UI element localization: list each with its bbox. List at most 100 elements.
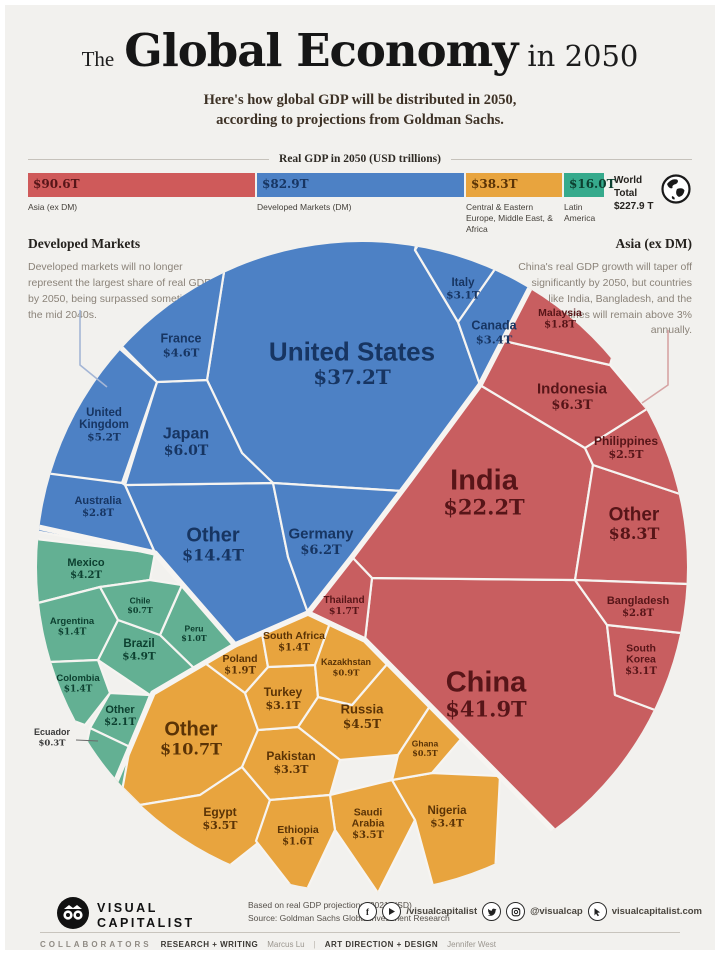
collab-divider: |	[313, 940, 316, 949]
collab-name2: Jennifer West	[447, 940, 496, 949]
cell-value-kazakhstan: $0.9T	[332, 668, 360, 678]
footer: VISUAL CAPITALIST Based on real GDP proj…	[0, 886, 720, 955]
cell-value-us: $37.2T	[313, 365, 391, 389]
legend-rule-left	[28, 158, 270, 160]
legend-value-asia: $90.6T	[33, 177, 80, 191]
twitter-icon[interactable]	[482, 902, 502, 921]
annotation-right-title: Asia (ex DM)	[615, 236, 692, 251]
facebook-icon[interactable]: f	[358, 902, 378, 921]
cell-value-france: $4.6T	[163, 345, 200, 359]
cell-ghana	[390, 704, 464, 782]
world-total-label: World Total	[614, 175, 643, 199]
cell-label-kazakhstan: Kazakhstan	[321, 657, 371, 667]
cell-value-ecuador: $0.3T	[38, 738, 66, 748]
cell-value-malaysia: $1.8T	[544, 320, 576, 331]
cell-label-chile: Chile	[130, 595, 151, 605]
collaborators-label: COLLABORATORS	[40, 940, 152, 949]
cell-label-indonesia: Indonesia	[537, 381, 608, 398]
legend-segment-dm: $82.9T Developed Markets (DM)	[257, 173, 464, 235]
legend-label-ceemea: Central & Eastern Europe, Middle East, &…	[466, 202, 553, 235]
cell-value-japan: $6.0T	[164, 443, 209, 459]
cell-south_korea	[605, 623, 687, 712]
legend-value-latam: $16.0T	[569, 177, 616, 191]
cell-label-other_latam: Other	[105, 704, 135, 716]
cell-australia	[37, 462, 157, 555]
cell-label-south_korea-0: South	[626, 642, 656, 654]
cell-value-ghana: $0.5T	[412, 748, 437, 758]
cell-value-saudi_arabia: $3.5T	[352, 830, 384, 841]
title-prefix: The	[81, 47, 115, 71]
legend-bar-ceemea: $38.3T	[466, 173, 562, 197]
cursor-icon[interactable]	[587, 902, 607, 921]
cell-label-russia: Russia	[341, 702, 384, 717]
cell-label-other_asia: Other	[609, 504, 660, 525]
cell-value-canada: $3.4T	[476, 332, 513, 346]
collab-role2: ART DIRECTION + DESIGN	[324, 940, 439, 949]
cell-value-bangladesh: $2.8T	[622, 608, 654, 619]
cell-value-argentina: $1.4T	[58, 628, 87, 638]
legend-bar-dm: $82.9T	[257, 173, 464, 197]
source-note-line1: Based on real GDP projections (2021 USD)	[248, 900, 412, 910]
cell-label-ghana: Ghana	[412, 738, 439, 748]
cell-value-germany: $6.2T	[300, 543, 342, 558]
cell-value-nigeria: $3.4T	[430, 817, 464, 829]
cell-value-uk: $5.2T	[87, 431, 121, 443]
cell-value-other_latam: $2.1T	[104, 717, 136, 728]
cell-ethiopia	[254, 793, 337, 892]
legend-value-dm: $82.9T	[262, 177, 309, 191]
legend-value-ceemea: $38.3T	[471, 177, 518, 191]
subtitle: Here's how global GDP will be distribute…	[0, 91, 720, 130]
cell-label-canada: Canada	[471, 319, 517, 333]
visual-capitalist-logo: VISUAL CAPITALIST	[56, 896, 195, 935]
cell-value-thailand: $1.7T	[329, 606, 359, 617]
cell-label-mexico: Mexico	[67, 557, 105, 569]
cell-label-uk-0: United	[86, 407, 122, 419]
collaborators-bar: COLLABORATORS RESEARCH + WRITING Marcus …	[40, 932, 680, 949]
social-handle-fbyt[interactable]: /visualcapitalist	[406, 906, 478, 917]
cell-label-pakistan: Pakistan	[266, 749, 315, 763]
legend-title-row: Real GDP in 2050 (USD trillions)	[28, 153, 692, 165]
legend-rule-right	[450, 158, 692, 160]
cell-value-mexico: $4.2T	[70, 570, 102, 581]
cell-label-other_ceemea: Other	[164, 719, 218, 741]
cell-value-colombia: $1.4T	[64, 685, 93, 695]
cell-label-egypt: Egypt	[203, 805, 236, 819]
instagram-icon[interactable]	[506, 902, 526, 921]
source-note-line2: Source: Goldman Sachs Global Investment …	[248, 912, 450, 923]
cell-value-pakistan: $3.3T	[274, 763, 310, 776]
cell-label-brazil: Brazil	[123, 638, 154, 650]
legend-label-latam: Latin America	[564, 202, 596, 224]
cell-value-ethiopia: $1.6T	[282, 837, 314, 848]
cell-value-brazil: $4.9T	[122, 650, 156, 662]
group-boundary-0	[37, 254, 559, 648]
leader-line-0	[79, 310, 108, 388]
cell-value-poland: $1.9T	[224, 666, 256, 677]
cell-value-indonesia: $6.3T	[551, 398, 593, 413]
legend-bars: $90.6T Asia (ex DM) $82.9T Developed Market…	[28, 173, 692, 235]
cell-value-egypt: $3.5T	[203, 819, 239, 832]
vc-logo-line2: CAPITALIST	[97, 915, 195, 930]
legend-bar-latam: $16.0T	[564, 173, 616, 197]
cell-value-other_ceemea: $10.7T	[160, 739, 222, 758]
cell-value-other_dm: $14.4T	[182, 545, 244, 564]
social-website[interactable]: visualcapitalist.com	[611, 906, 702, 917]
social-row: f /visualcapitalist @visualcap visualcap…	[358, 902, 702, 921]
youtube-icon[interactable]	[382, 902, 402, 921]
cell-label-bangladesh: Bangladesh	[607, 595, 670, 607]
cell-value-turkey: $3.1T	[266, 699, 302, 712]
cell-label-italy: Italy	[451, 277, 475, 289]
social-handle-twig[interactable]: @visualcap	[530, 906, 583, 917]
cell-value-peru: $1.0T	[181, 633, 206, 643]
cell-label-japan: Japan	[163, 425, 209, 442]
cell-label-ethiopia: Ethiopia	[277, 824, 319, 836]
cell-label-south_korea-1: Korea	[626, 653, 656, 665]
annotation-right-text: China's real GDP growth will taper off s…	[518, 261, 692, 337]
legend: Real GDP in 2050 (USD trillions) $90.6T A…	[28, 153, 692, 235]
cell-value-south_korea: $3.1T	[625, 666, 657, 677]
cell-label-germany: Germany	[288, 526, 354, 543]
legend-label-dm: Developed Markets (DM)	[257, 202, 352, 212]
cell-label-china: China	[446, 667, 527, 699]
subtitle-line2: according to projections from Goldman Sa…	[216, 111, 504, 128]
